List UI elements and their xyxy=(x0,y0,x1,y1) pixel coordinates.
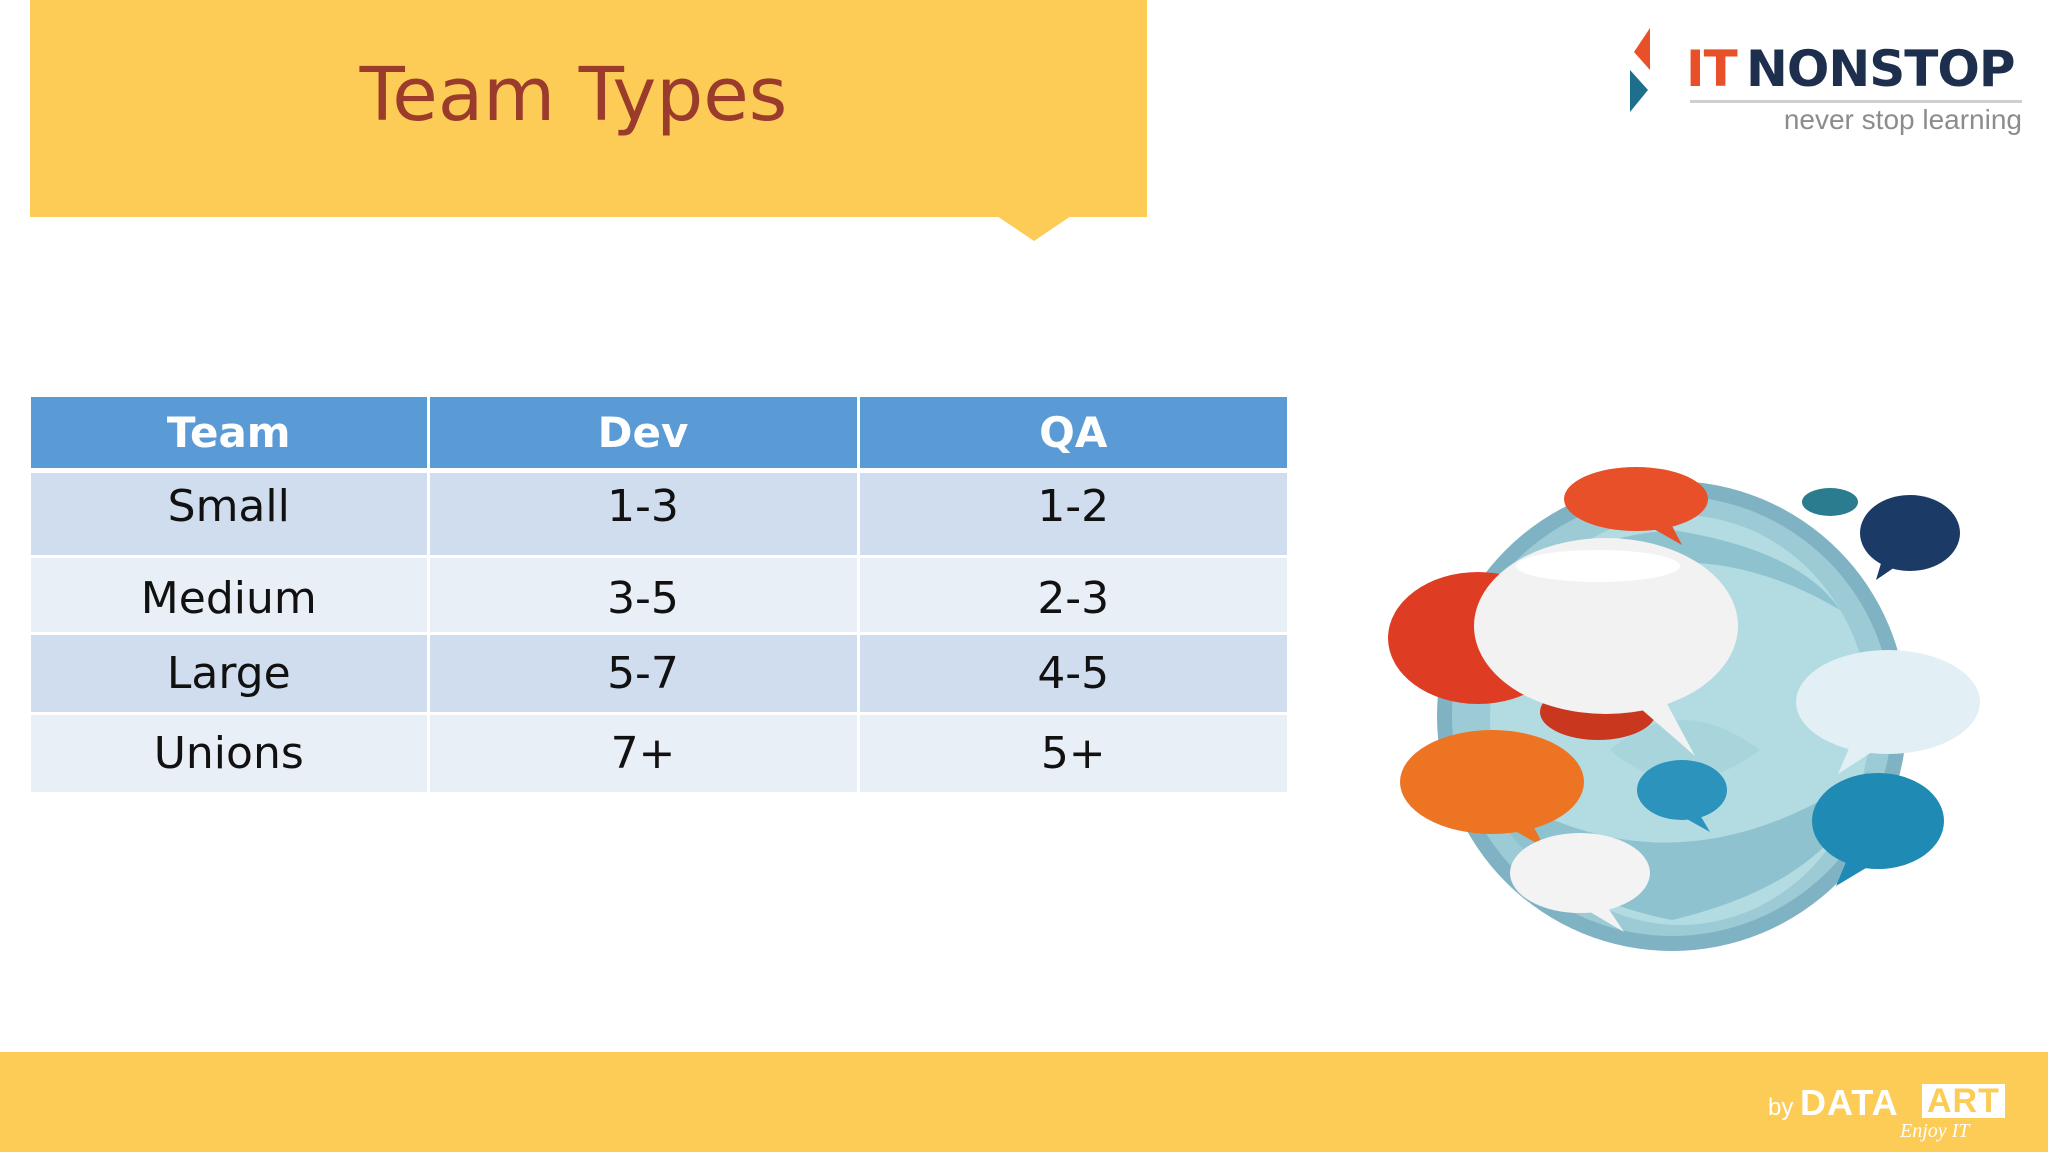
logo-tagline: never stop learning xyxy=(1783,104,2022,135)
header-qa: QA xyxy=(858,397,1287,473)
cell-team: Medium xyxy=(31,556,430,635)
cell-qa: 2-3 xyxy=(858,556,1287,635)
header-team: Team xyxy=(31,397,430,473)
brand-slogan: Enjoy IT xyxy=(1900,1120,1970,1142)
team-types-table: Team Dev QA Small 1-3 1-2 Medium 3-5 2-3… xyxy=(31,397,1287,795)
slide-title: Team Types xyxy=(359,52,788,138)
cell-dev: 5-7 xyxy=(428,633,860,715)
dataart-logo: by DATA ART Enjoy IT xyxy=(1762,1080,2022,1142)
cell-qa: 4-5 xyxy=(858,633,1287,715)
logo-it-text: IT xyxy=(1686,40,1738,98)
logo-name-text: NONSTOP xyxy=(1746,40,2015,98)
table-header-row: Team Dev QA xyxy=(31,397,1287,473)
title-banner-notch xyxy=(997,216,1071,241)
it-nonstop-logo: IT NONSTOP never stop learning xyxy=(1628,28,2028,148)
table-row: Small 1-3 1-2 xyxy=(31,470,1287,558)
cell-qa: 1-2 xyxy=(858,470,1287,558)
brand-by-text: by xyxy=(1768,1094,1794,1121)
logo-mark-icon xyxy=(1630,28,1650,112)
table-row: Unions 7+ 5+ xyxy=(31,713,1287,795)
cell-qa: 5+ xyxy=(858,713,1287,795)
logo-divider xyxy=(1690,100,2022,103)
brand-art-text: ART xyxy=(1922,1084,2005,1118)
cell-team: Large xyxy=(31,633,430,715)
cell-team: Small xyxy=(31,470,430,558)
table-row: Medium 3-5 2-3 xyxy=(31,556,1287,635)
cell-dev: 1-3 xyxy=(428,470,860,558)
cell-dev: 3-5 xyxy=(428,556,860,635)
speech-bubbles-globe-icon xyxy=(1388,467,1980,951)
title-banner: Team Types xyxy=(30,0,1147,217)
table-row: Large 5-7 4-5 xyxy=(31,633,1287,715)
header-dev: Dev xyxy=(428,397,860,473)
footer-bar: by DATA ART Enjoy IT xyxy=(0,1052,2048,1152)
cell-team: Unions xyxy=(31,713,430,795)
cell-dev: 7+ xyxy=(428,713,860,795)
brand-data-text: DATA xyxy=(1800,1082,1899,1123)
